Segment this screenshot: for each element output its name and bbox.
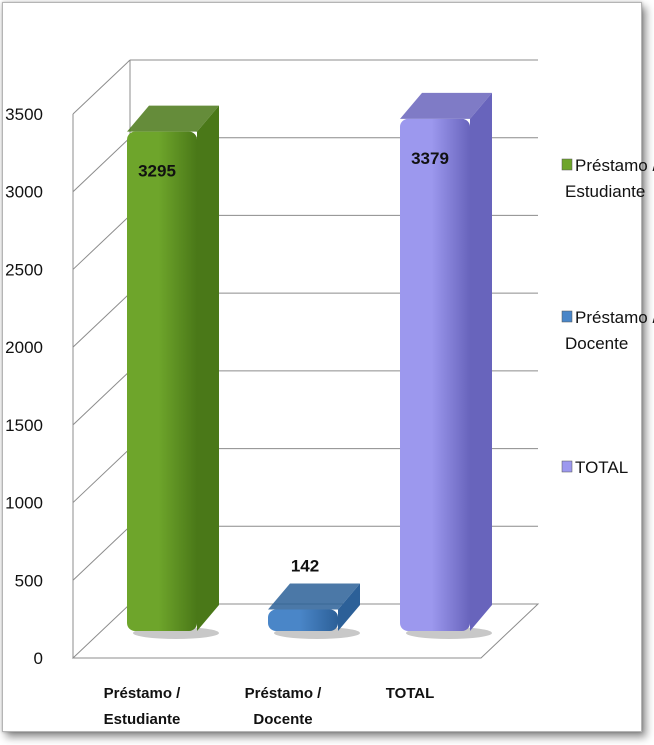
legend-label: Préstamo / Docente bbox=[565, 308, 654, 353]
bar-side bbox=[197, 105, 219, 632]
legend-label: TOTAL bbox=[575, 458, 628, 477]
bar-top bbox=[400, 92, 492, 119]
y-tick-label: 1500 bbox=[5, 416, 43, 435]
x-tick-label: Préstamo / Docente bbox=[245, 685, 323, 728]
data-label: 3379 bbox=[411, 149, 449, 168]
gridline-diagonal bbox=[72, 448, 131, 503]
chart-frame: 0 500 1000 1500 2000 2500 3000 3500 3295 142 3379 P… bbox=[2, 2, 654, 732]
x-tick-label: TOTAL bbox=[386, 685, 435, 702]
gridline-diagonal bbox=[72, 137, 131, 193]
gridline-diagonal bbox=[72, 292, 131, 348]
bar-top bbox=[127, 105, 219, 132]
x-tick-label: Préstamo / Estudiante bbox=[104, 685, 182, 728]
y-tick-label: 2500 bbox=[5, 260, 43, 279]
bar-side bbox=[338, 583, 360, 631]
gridline-diagonal bbox=[72, 215, 131, 270]
bar-chart: 0 500 1000 1500 2000 2500 3000 3500 3295 142 3379 P… bbox=[5, 59, 654, 728]
legend-swatch bbox=[561, 158, 573, 171]
bar-top bbox=[268, 583, 360, 610]
legend-swatch bbox=[561, 310, 573, 323]
y-tick-label: 0 bbox=[34, 649, 43, 668]
bar bbox=[268, 609, 338, 631]
gridline-diagonal bbox=[72, 370, 131, 426]
data-label: 142 bbox=[291, 556, 319, 575]
legend-label: Préstamo / Estudiante bbox=[565, 156, 654, 201]
gridline-diagonal bbox=[72, 525, 131, 581]
legend-swatch bbox=[561, 460, 573, 473]
gridline-diagonal bbox=[72, 59, 131, 115]
y-tick-label: 3500 bbox=[5, 105, 43, 124]
bar-side bbox=[470, 92, 492, 631]
y-tick-label: 1000 bbox=[5, 494, 43, 513]
y-tick-label: 2000 bbox=[5, 338, 43, 357]
y-tick-label: 3000 bbox=[5, 183, 43, 202]
bar bbox=[127, 131, 197, 631]
data-label: 3295 bbox=[138, 162, 176, 181]
bar bbox=[400, 118, 470, 631]
y-tick-label: 500 bbox=[15, 571, 43, 590]
